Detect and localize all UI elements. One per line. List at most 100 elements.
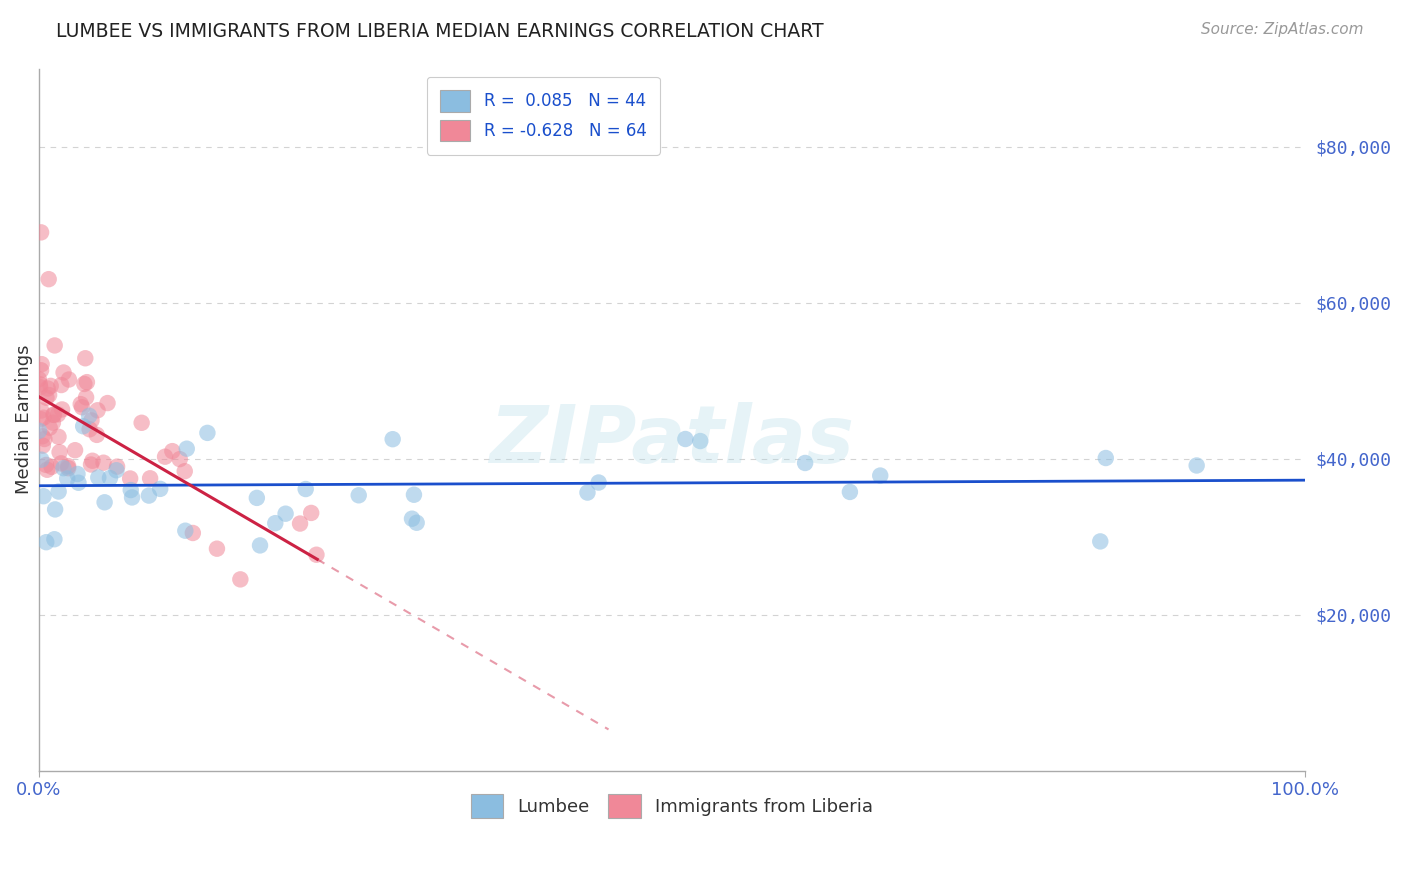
Point bbox=[35, 391, 58, 405]
Point bbox=[98, 471, 121, 485]
Point bbox=[305, 548, 328, 562]
Text: ZIPatlas: ZIPatlas bbox=[489, 401, 855, 480]
Point bbox=[63, 443, 86, 458]
Point bbox=[44, 338, 66, 352]
Point bbox=[77, 409, 100, 423]
Point bbox=[69, 397, 91, 411]
Point bbox=[249, 538, 271, 552]
Point bbox=[82, 454, 104, 468]
Point bbox=[30, 452, 52, 467]
Point bbox=[86, 428, 108, 442]
Point bbox=[30, 380, 52, 394]
Point bbox=[139, 471, 162, 485]
Point bbox=[294, 482, 316, 496]
Point bbox=[149, 482, 172, 496]
Point bbox=[37, 463, 59, 477]
Point bbox=[35, 458, 58, 472]
Point bbox=[197, 425, 219, 440]
Point bbox=[66, 467, 89, 481]
Point bbox=[673, 432, 696, 446]
Point bbox=[42, 408, 65, 422]
Point bbox=[49, 456, 72, 470]
Point bbox=[70, 401, 93, 415]
Point bbox=[38, 420, 60, 434]
Point bbox=[405, 516, 427, 530]
Point bbox=[79, 422, 101, 436]
Point bbox=[39, 379, 62, 393]
Point bbox=[120, 483, 142, 497]
Point bbox=[56, 461, 79, 475]
Point bbox=[347, 488, 370, 502]
Point bbox=[401, 511, 423, 525]
Point bbox=[205, 541, 228, 556]
Point bbox=[288, 516, 311, 531]
Legend: Lumbee, Immigrants from Liberia: Lumbee, Immigrants from Liberia bbox=[464, 788, 880, 825]
Point bbox=[32, 410, 55, 425]
Point bbox=[264, 516, 287, 531]
Point bbox=[42, 408, 65, 422]
Point bbox=[30, 403, 52, 417]
Point bbox=[1090, 534, 1112, 549]
Point bbox=[120, 471, 142, 485]
Point bbox=[162, 444, 184, 458]
Point bbox=[86, 403, 108, 417]
Point bbox=[28, 424, 51, 438]
Point bbox=[44, 502, 66, 516]
Point bbox=[588, 475, 610, 490]
Point bbox=[381, 432, 404, 446]
Point bbox=[30, 225, 52, 239]
Point bbox=[274, 507, 297, 521]
Point bbox=[246, 491, 269, 505]
Point bbox=[1185, 458, 1208, 473]
Point bbox=[1094, 450, 1116, 465]
Point bbox=[38, 388, 60, 402]
Point bbox=[299, 506, 322, 520]
Y-axis label: Median Earnings: Median Earnings bbox=[15, 345, 32, 494]
Point bbox=[31, 357, 53, 371]
Point bbox=[131, 416, 153, 430]
Point bbox=[93, 495, 115, 509]
Point bbox=[35, 535, 58, 549]
Point bbox=[181, 526, 204, 541]
Point bbox=[42, 416, 65, 430]
Point bbox=[56, 471, 79, 485]
Point bbox=[48, 445, 70, 459]
Point bbox=[52, 366, 75, 380]
Point bbox=[72, 419, 94, 434]
Point bbox=[31, 439, 53, 453]
Point bbox=[75, 351, 97, 366]
Point bbox=[87, 470, 110, 484]
Point bbox=[44, 533, 66, 547]
Point bbox=[869, 468, 891, 483]
Point bbox=[51, 378, 73, 392]
Point bbox=[173, 464, 195, 478]
Point bbox=[105, 459, 128, 474]
Point bbox=[402, 488, 425, 502]
Point bbox=[96, 396, 118, 410]
Point bbox=[67, 475, 90, 490]
Point bbox=[80, 413, 103, 427]
Point bbox=[58, 372, 80, 386]
Point bbox=[28, 377, 51, 392]
Point bbox=[73, 376, 96, 391]
Point bbox=[51, 402, 73, 417]
Point bbox=[176, 442, 198, 456]
Point bbox=[138, 489, 160, 503]
Point bbox=[46, 408, 69, 422]
Point bbox=[689, 434, 711, 448]
Point bbox=[93, 456, 115, 470]
Point bbox=[38, 272, 60, 286]
Point bbox=[52, 461, 75, 475]
Point bbox=[153, 450, 176, 464]
Text: Source: ZipAtlas.com: Source: ZipAtlas.com bbox=[1201, 22, 1364, 37]
Point bbox=[80, 458, 103, 472]
Point bbox=[41, 459, 63, 474]
Point bbox=[121, 491, 143, 505]
Point bbox=[229, 573, 252, 587]
Point bbox=[169, 452, 191, 467]
Point bbox=[37, 382, 59, 396]
Point bbox=[794, 456, 817, 470]
Point bbox=[576, 485, 599, 500]
Point bbox=[174, 524, 197, 538]
Point bbox=[30, 363, 52, 377]
